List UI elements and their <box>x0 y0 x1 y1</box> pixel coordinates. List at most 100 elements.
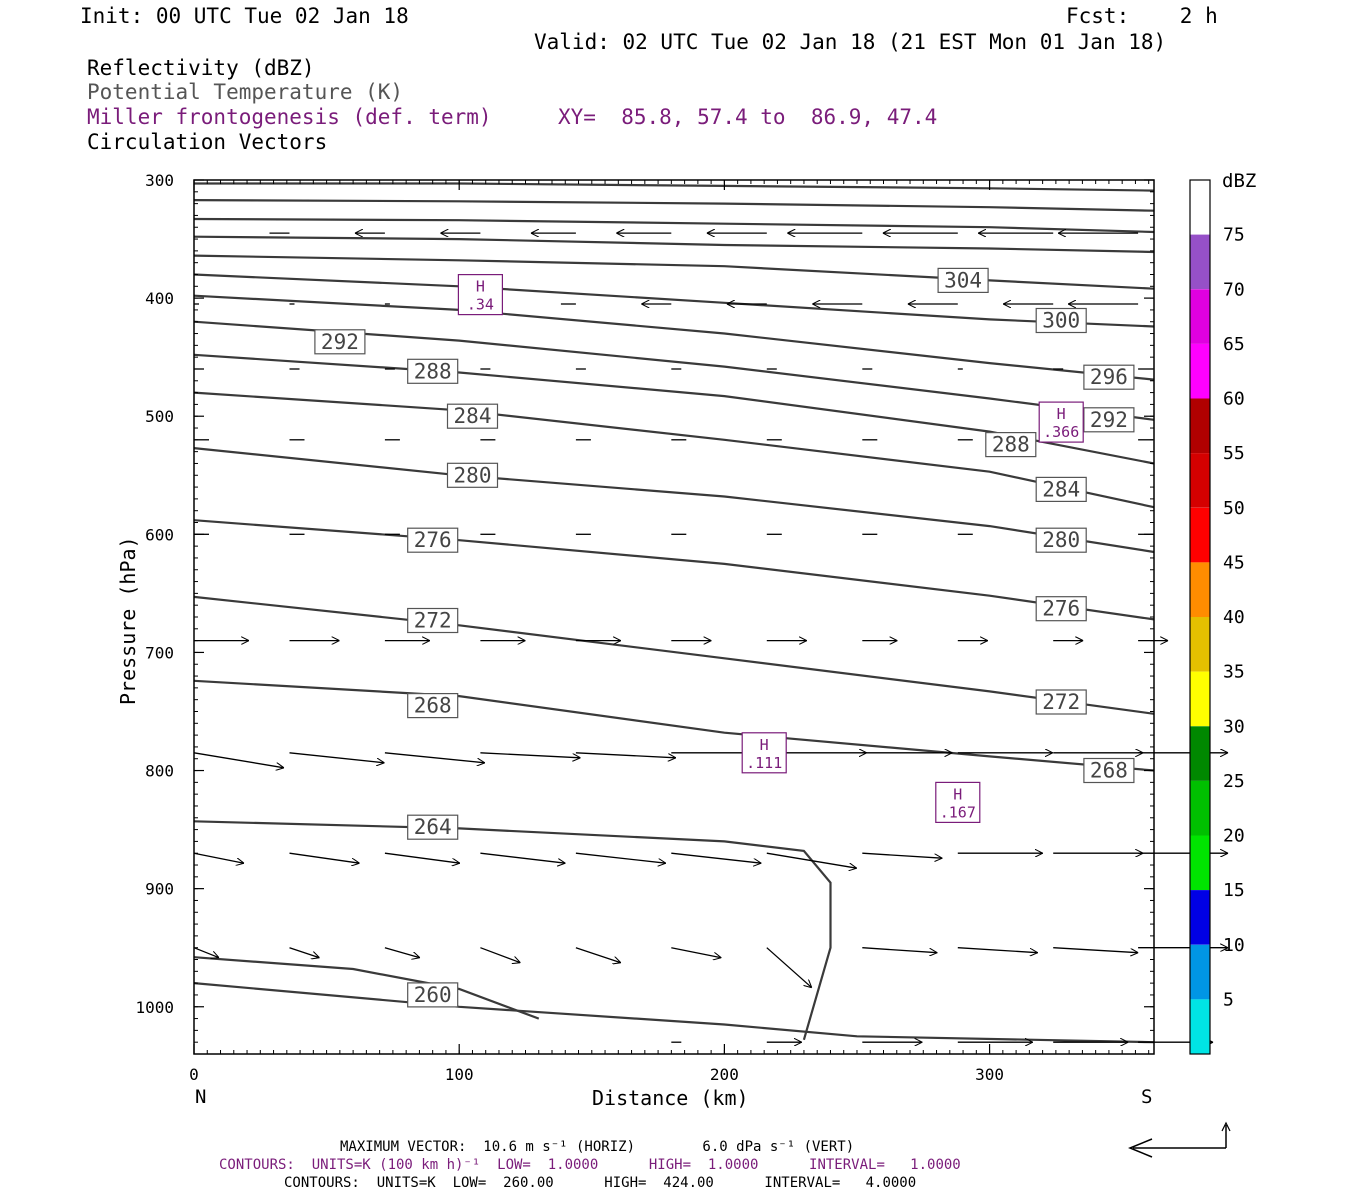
circulation-vector <box>671 852 761 863</box>
colorbar-swatch <box>1190 617 1210 672</box>
colorbar-level-label: 50 <box>1223 498 1245 519</box>
theta-contour-312 <box>193 217 1155 234</box>
colorbar-level-label: 55 <box>1223 443 1245 464</box>
circulation-vector <box>671 947 721 958</box>
colorbar-swatch <box>1190 726 1210 781</box>
frontogenesis-contour-info: CONTOURS: UNITS=K (100 km h)⁻¹ LOW= 1.00… <box>219 1157 961 1173</box>
svg-text:276: 276 <box>1042 597 1080 621</box>
svg-text:276: 276 <box>414 528 452 552</box>
valid-time: Valid: 02 UTC Tue 02 Jan 18 (21 EST Mon … <box>534 30 1167 54</box>
circulation-vector <box>1053 947 1138 953</box>
x-tick-label: 200 <box>710 1065 739 1084</box>
svg-text:280: 280 <box>1042 528 1080 552</box>
frontogenesis-high: H.111 <box>741 732 787 774</box>
x-tick-label: 300 <box>975 1065 1004 1084</box>
theta-contour-260 <box>193 956 540 1020</box>
theta-label-264: 264 <box>407 814 459 840</box>
theta-label-260: 260 <box>407 982 459 1008</box>
svg-text:H: H <box>1057 405 1066 423</box>
colorbar-level-label: 25 <box>1223 771 1245 792</box>
reference-vector-icon <box>1128 1121 1231 1158</box>
y-tick-label: 600 <box>145 525 174 544</box>
circulation-vector <box>957 947 1038 953</box>
colorbar-level-label: 35 <box>1223 662 1245 683</box>
circulation-vector <box>289 752 385 763</box>
colorbar-swatch <box>1190 234 1210 290</box>
svg-text:300: 300 <box>1042 309 1080 333</box>
colorbar-level-label: 65 <box>1223 334 1245 355</box>
colorbar-swatch-top <box>1190 180 1210 235</box>
svg-text:268: 268 <box>1090 759 1128 783</box>
y-axis-title: Pressure (hPa) <box>116 536 140 705</box>
theta-label-268: 268 <box>407 692 459 719</box>
circulation-vector <box>575 752 676 758</box>
plot-frame <box>193 179 1155 1055</box>
colorbar-swatch <box>1190 343 1210 399</box>
colorbar-swatch <box>1190 562 1210 617</box>
y-tick-label: 700 <box>145 643 174 662</box>
colorbar-level-label: 30 <box>1223 716 1245 737</box>
y-tick-label: 500 <box>145 407 174 426</box>
colorbar-swatch <box>1190 289 1210 344</box>
theta-contour-320 <box>194 182 1155 192</box>
svg-text:.34: .34 <box>467 296 494 314</box>
theta-label-284: 284 <box>446 403 499 429</box>
circulation-vector <box>384 752 485 763</box>
init-time: Init: 00 UTC Tue 02 Jan 18 <box>80 4 409 28</box>
circulation-vector <box>862 852 942 858</box>
colorbar-swatch <box>1190 999 1210 1054</box>
circulation-vector <box>766 852 857 868</box>
theta-label-280: 280 <box>1035 527 1087 553</box>
theta-label-296: 296 <box>1083 364 1135 390</box>
svg-text:.111: .111 <box>746 754 782 772</box>
svg-text:304: 304 <box>944 268 982 292</box>
circulation-vector <box>289 852 360 863</box>
circulation-vector <box>480 947 520 963</box>
circulation-vector <box>193 947 219 958</box>
colorbar-swatch <box>1190 890 1210 945</box>
theta-label-284: 284 <box>1035 476 1087 502</box>
circulation-vector <box>862 947 937 953</box>
colorbar-unit: dBZ <box>1222 170 1257 192</box>
colorbar-swatch <box>1190 398 1210 454</box>
frontogenesis-high: H.366 <box>1038 401 1084 443</box>
y-tick-label: 900 <box>145 880 174 899</box>
svg-text:H: H <box>953 785 962 803</box>
colorbar-level-label: 45 <box>1223 552 1245 573</box>
theta-contour-296 <box>193 294 1155 381</box>
svg-text:264: 264 <box>414 815 452 839</box>
x-tick-label: 100 <box>445 1065 474 1084</box>
theta-label-268: 268 <box>1083 757 1135 784</box>
circulation-vector <box>480 852 565 863</box>
colorbar-swatch <box>1190 780 1210 836</box>
cross-section-endpoints: XY= 85.8, 57.4 to 86.9, 47.4 <box>558 105 938 129</box>
colorbar-swatch <box>1190 453 1210 508</box>
svg-text:272: 272 <box>414 609 452 633</box>
field-frontogenesis: Miller frontogenesis (def. term) <box>87 105 492 129</box>
theta-contour-268 <box>193 679 1155 772</box>
colorbar-level-label: 15 <box>1223 880 1245 901</box>
svg-text:260: 260 <box>414 983 452 1007</box>
theta-contour-264 <box>193 820 832 1041</box>
theta-contour-276 <box>193 519 1155 621</box>
frontogenesis-high: H.34 <box>457 274 503 316</box>
max-vector-info: MAXIMUM VECTOR: 10.6 m s⁻¹ (HORIZ) 6.0 d… <box>340 1139 855 1155</box>
theta-label-272: 272 <box>1035 689 1087 715</box>
colorbar-level-label: 5 <box>1223 989 1234 1010</box>
colorbar-swatch <box>1190 671 1210 727</box>
forecast-hour: Fcst: 2 h <box>1066 4 1218 28</box>
svg-text:H: H <box>760 736 769 754</box>
theta-contour-272 <box>193 595 1155 715</box>
svg-text:292: 292 <box>1090 408 1128 432</box>
svg-text:284: 284 <box>1042 477 1080 501</box>
circulation-vector <box>384 947 420 958</box>
colorbar-swatch <box>1190 944 1210 1000</box>
colorbar-level-label: 40 <box>1223 607 1245 628</box>
field-potential-temperature: Potential Temperature (K) <box>87 80 404 104</box>
circulation-vector <box>193 852 244 863</box>
theta-label-272: 272 <box>407 607 459 634</box>
circulation-vector <box>575 947 621 963</box>
north-end-label: N <box>195 1086 207 1108</box>
colorbar-frame <box>1189 179 1211 1055</box>
theta-label-276: 276 <box>407 527 459 553</box>
